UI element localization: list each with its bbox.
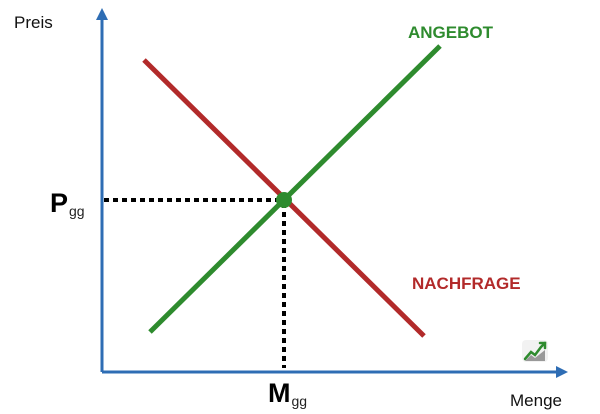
- supply-label: ANGEBOT: [408, 23, 494, 42]
- equilibrium-point: [276, 192, 292, 208]
- quantity-symbol: M: [268, 378, 291, 408]
- quantity-subscript: gg: [292, 393, 308, 409]
- price-subscript: gg: [69, 203, 85, 219]
- demand-label: NACHFRAGE: [412, 274, 521, 293]
- x-axis-label: Menge: [510, 391, 562, 410]
- equilibrium-quantity-label: Mgg: [268, 378, 307, 409]
- supply-curve: [148, 44, 442, 334]
- equilibrium-price-label: Pgg: [50, 188, 85, 219]
- price-symbol: P: [50, 188, 68, 218]
- y-axis-label: Preis: [14, 13, 53, 32]
- trend-chart-icon: [522, 340, 548, 362]
